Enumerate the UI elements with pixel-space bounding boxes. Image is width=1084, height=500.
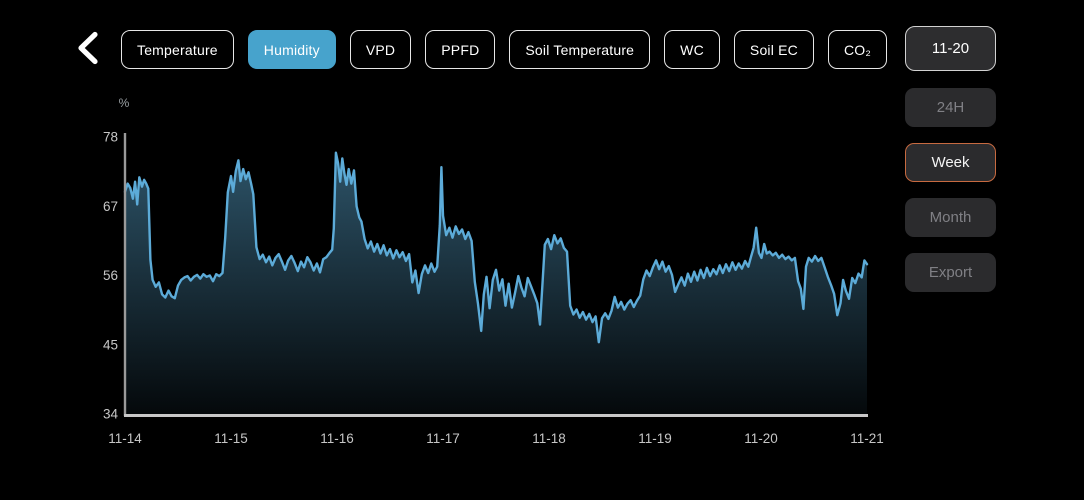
range-month-button[interactable]: Month — [905, 198, 996, 237]
y-tick-label: 67 — [103, 199, 118, 214]
range-24h-button[interactable]: 24H — [905, 88, 996, 127]
x-tick-label: 11-15 — [214, 431, 248, 446]
tab-temperature[interactable]: Temperature — [121, 30, 234, 69]
tab-soil-ec[interactable]: Soil EC — [733, 30, 814, 69]
x-tick-label: 11-16 — [320, 431, 354, 446]
x-tick-label: 11-18 — [532, 431, 566, 446]
humidity-line — [123, 151, 869, 344]
x-tick-label: 11-17 — [426, 431, 460, 446]
y-axis-unit-label: % — [119, 96, 130, 110]
tab-humidity[interactable]: Humidity — [247, 30, 336, 69]
tab-soil-temperature[interactable]: Soil Temperature — [509, 30, 651, 69]
humidity-area — [125, 152, 867, 414]
range-week-button[interactable]: Week — [905, 143, 996, 182]
y-tick-label: 78 — [103, 130, 118, 145]
y-tick-label: 34 — [103, 407, 119, 422]
x-tick-label: 11-21 — [850, 431, 884, 446]
x-tick-label: 11-20 — [744, 431, 778, 446]
range-button-group: 24H Week Month Export — [905, 88, 996, 292]
x-tick-label: 11-14 — [108, 431, 142, 446]
date-button[interactable]: 11-20 — [905, 26, 996, 71]
tab-ppfd[interactable]: PPFD — [425, 30, 496, 69]
y-tick-label: 45 — [103, 337, 118, 352]
metric-tab-bar: Temperature Humidity VPD PPFD Soil Temperatu… — [121, 30, 888, 69]
tab-vpd[interactable]: VPD — [349, 30, 412, 69]
tab-wc[interactable]: WC — [664, 30, 720, 69]
export-button[interactable]: Export — [905, 253, 996, 292]
back-icon[interactable] — [74, 31, 102, 65]
y-tick-label: 56 — [103, 268, 118, 283]
tab-co2[interactable]: CO₂ — [828, 30, 888, 69]
x-tick-label: 11-19 — [638, 431, 672, 446]
